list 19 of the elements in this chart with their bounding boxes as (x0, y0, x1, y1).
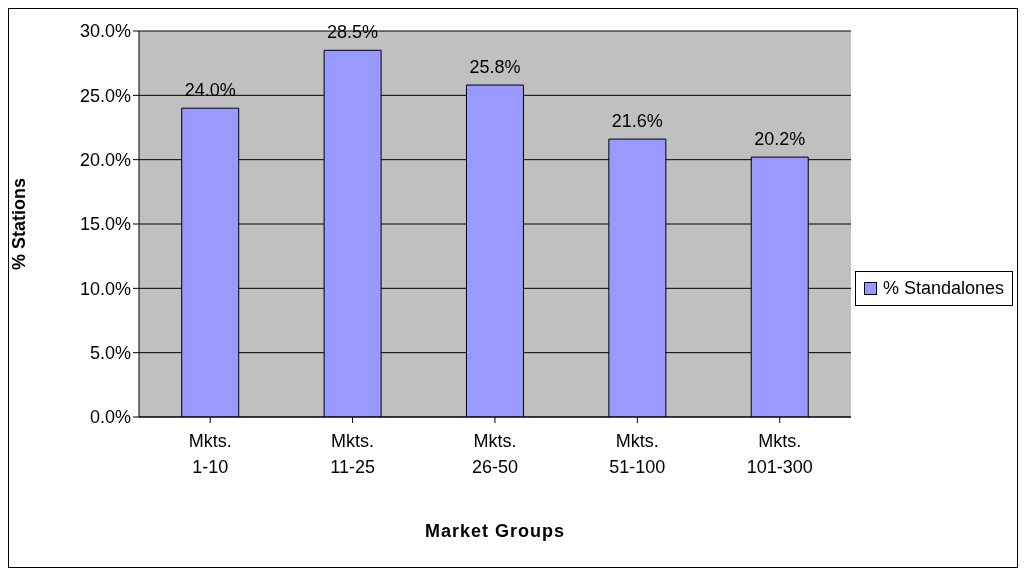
data-label: 28.5% (327, 22, 379, 43)
x-tick-label: Mkts. 1-10 (188, 431, 232, 477)
x-tick-label: Mkts. 26-50 (471, 431, 518, 477)
x-tick-label: Mkts. 101-300 (746, 431, 813, 477)
y-tick-label: 20.0% (79, 150, 131, 171)
data-label: 25.8% (469, 57, 521, 78)
y-tick-label: 0.0% (89, 407, 131, 428)
y-axis-title: % Stations (9, 177, 30, 271)
legend-label: % Standalones (882, 277, 1004, 299)
data-label: 20.2% (754, 129, 806, 150)
y-tick-label: 30.0% (79, 21, 131, 42)
y-tick-label: 15.0% (79, 214, 131, 235)
y-tick-label: 5.0% (89, 343, 131, 364)
data-label: 21.6% (611, 111, 663, 132)
x-tick-label: Mkts. 51-100 (609, 431, 666, 477)
x-tick-label: Mkts. 11-25 (330, 431, 375, 477)
y-tick-label: 25.0% (79, 85, 131, 106)
x-axis-title: Market Groups (424, 521, 565, 541)
y-tick-label: 10.0% (79, 278, 131, 299)
